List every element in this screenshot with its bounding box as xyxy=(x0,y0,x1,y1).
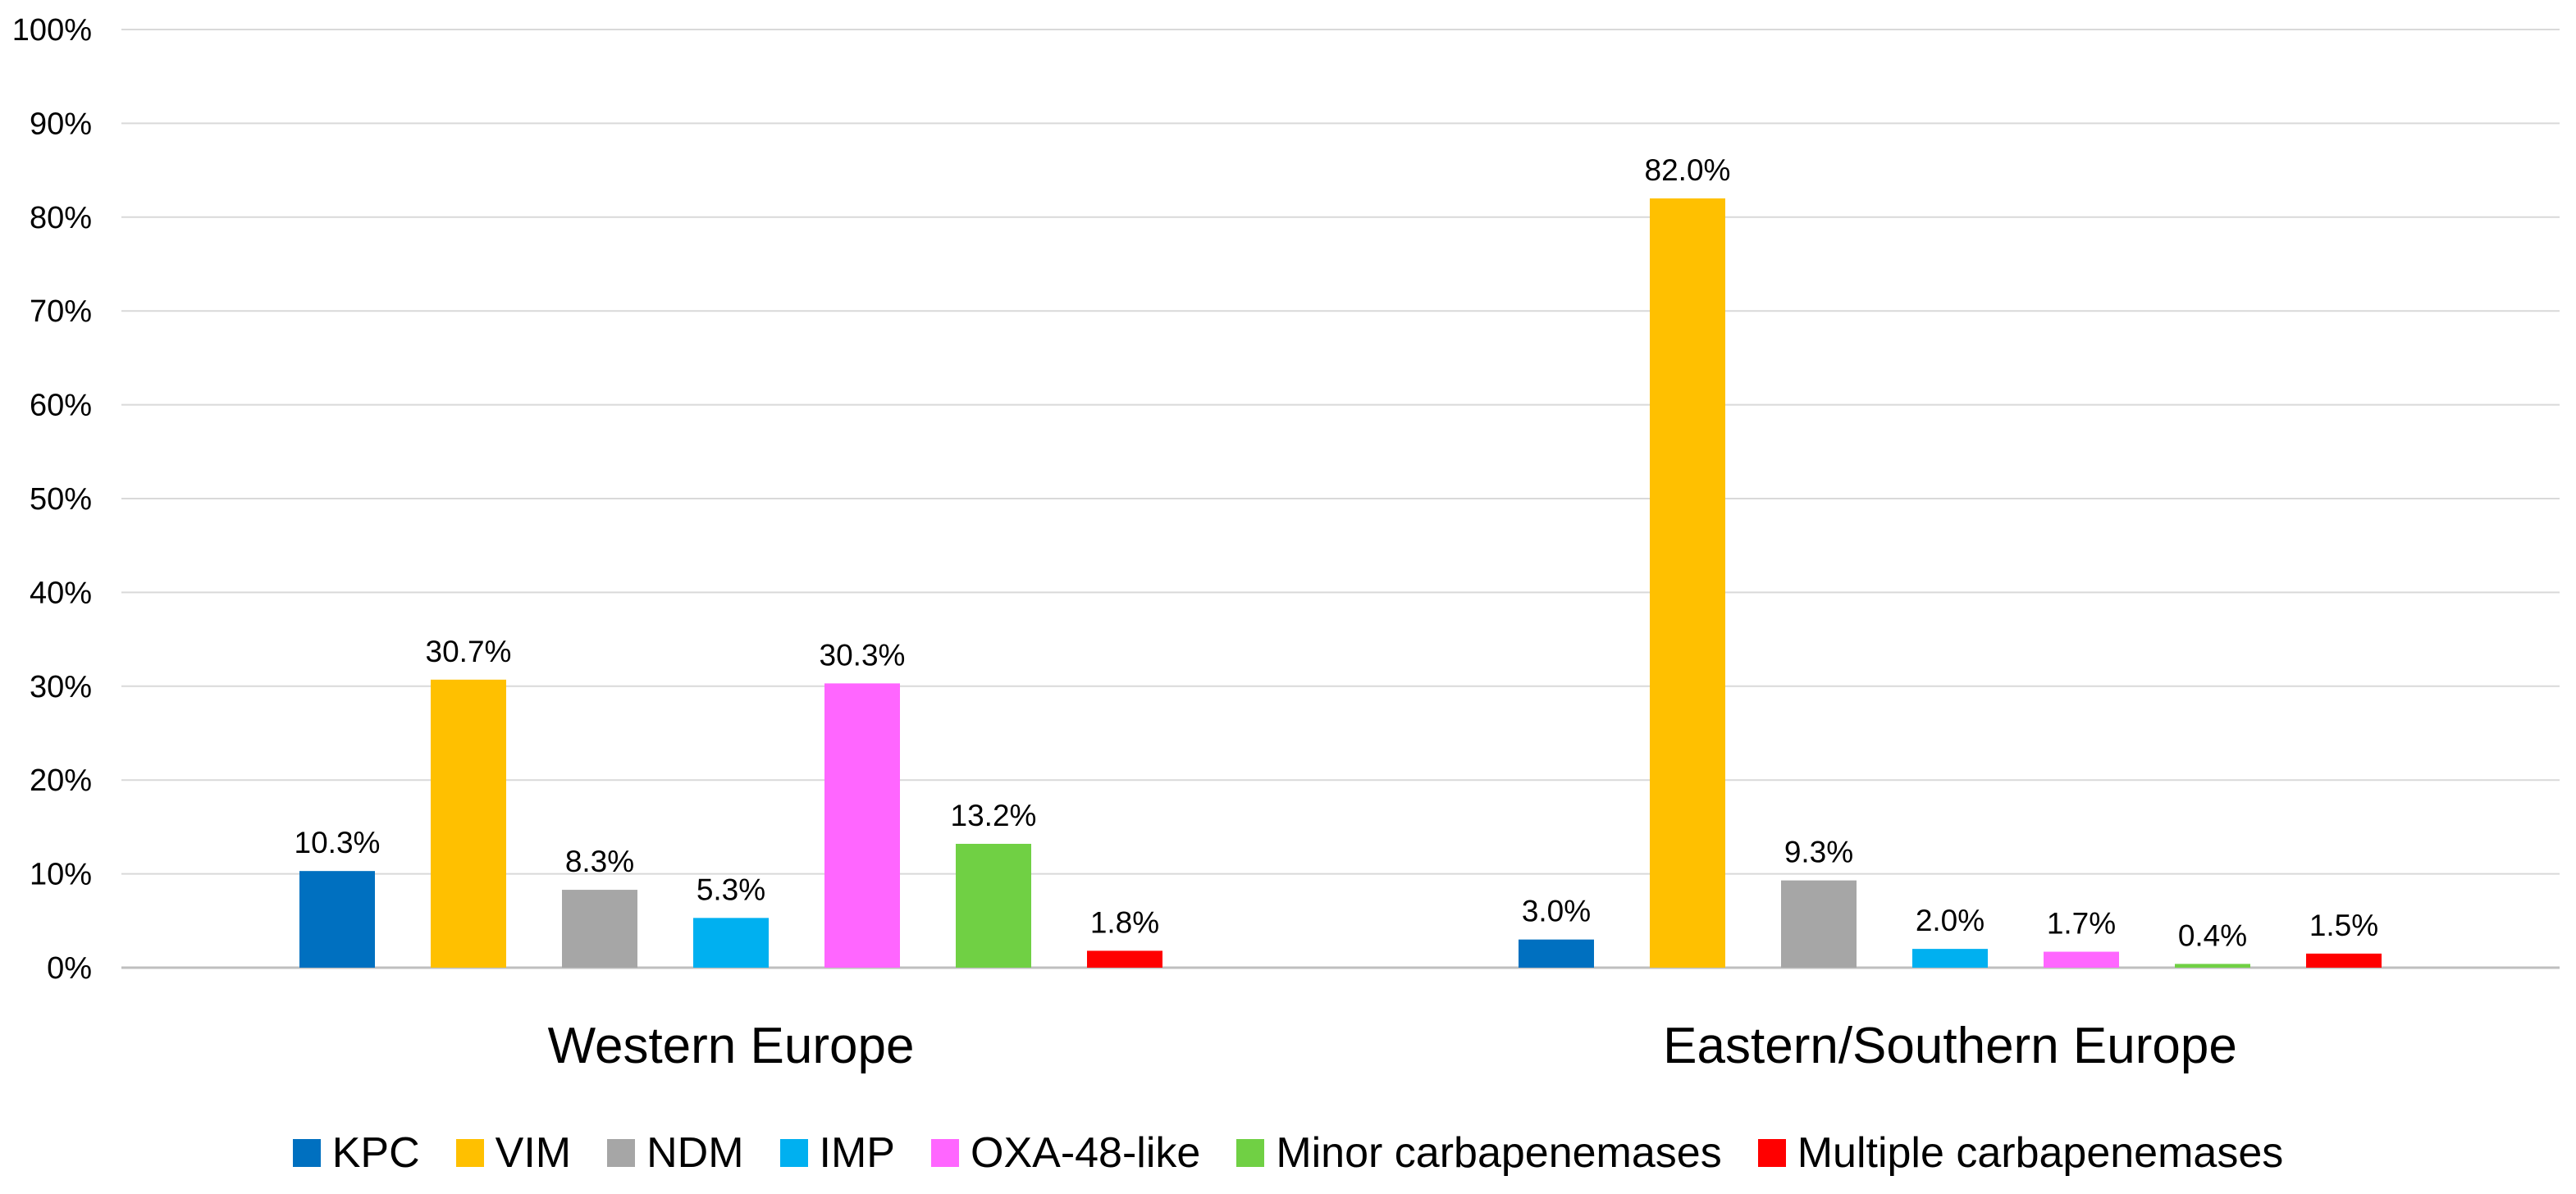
legend-label: KPC xyxy=(331,1129,420,1177)
bar-imp xyxy=(1912,949,1988,968)
legend-label: NDM xyxy=(646,1129,744,1177)
y-tick-label: 20% xyxy=(30,763,92,798)
y-tick-label: 90% xyxy=(30,107,92,141)
legend-label: IMP xyxy=(819,1129,895,1177)
y-tick-label: 80% xyxy=(30,201,92,235)
y-axis-ticks: 0% 10% 20% 30% 40% 50% 60% 70% 80% 90% 100% xyxy=(12,13,92,986)
legend-swatch xyxy=(779,1139,808,1167)
legend-item: NDM xyxy=(607,1128,744,1178)
bar-chart: 0% 10% 20% 30% 40% 50% 60% 70% 80% 90% 100% 10.3% 3… xyxy=(12,13,2560,1074)
legend-item: OXA-48-like xyxy=(931,1128,1200,1178)
legend-swatch xyxy=(292,1139,321,1167)
data-label: 82.0% xyxy=(1645,153,1731,187)
bars xyxy=(299,198,2382,968)
legend-item: VIM xyxy=(455,1128,572,1178)
data-label: 3.0% xyxy=(1522,895,1591,928)
y-tick-label: 60% xyxy=(30,389,92,423)
legend: KPC VIM NDM IMP OXA-48-like Minor carbapenema… xyxy=(0,1120,2576,1186)
data-label: 1.8% xyxy=(1090,905,1159,939)
legend-item: Multiple carbapenemases xyxy=(1757,1128,2284,1178)
bar-vim xyxy=(1650,198,1725,968)
data-label: 30.7% xyxy=(426,635,512,668)
legend-item: Minor carbapenemases xyxy=(1236,1128,1722,1178)
legend-swatch xyxy=(455,1139,484,1167)
gridlines xyxy=(121,29,2560,969)
data-label: 8.3% xyxy=(565,845,634,878)
category-label: Western Europe xyxy=(548,1018,915,1074)
bar-oxa-48-like xyxy=(2044,951,2119,968)
y-tick-label: 10% xyxy=(30,858,92,892)
data-label: 2.0% xyxy=(1916,904,1985,937)
data-label: 30.3% xyxy=(820,638,906,672)
data-label: 1.5% xyxy=(2309,909,2378,942)
legend-swatch xyxy=(1236,1139,1265,1167)
legend-item: KPC xyxy=(292,1128,420,1178)
y-tick-label: 0% xyxy=(47,951,92,986)
bar-oxa-48-like xyxy=(824,683,900,968)
bar-kpc xyxy=(299,871,375,968)
legend-label: OXA-48-like xyxy=(971,1129,1201,1177)
legend-swatch xyxy=(607,1139,636,1167)
legend-item: IMP xyxy=(779,1128,895,1178)
data-label: 9.3% xyxy=(1784,836,1853,869)
bar-vim xyxy=(431,679,506,968)
data-label: 5.3% xyxy=(697,873,765,906)
legend-label: Multiple carbapenemases xyxy=(1797,1129,2284,1177)
legend-label: VIM xyxy=(495,1129,572,1177)
y-tick-label: 30% xyxy=(30,670,92,704)
y-tick-label: 100% xyxy=(12,13,92,48)
category-label: Eastern/Southern Europe xyxy=(1663,1018,2237,1074)
data-label: 0.4% xyxy=(2178,918,2247,952)
bar-imp xyxy=(693,918,769,968)
data-label: 1.7% xyxy=(2047,907,2116,941)
y-tick-label: 50% xyxy=(30,482,92,517)
data-label: 10.3% xyxy=(295,826,381,859)
legend-swatch xyxy=(931,1139,959,1167)
bar-minor-carbapenemases xyxy=(2175,964,2250,968)
bar-ndm xyxy=(562,890,637,968)
data-labels: 10.3% 30.7% 8.3% 5.3% 30.3% 13.2% 1.8% 3.0% 82.0… xyxy=(295,153,2379,953)
category-labels: Western Europe Eastern/Southern Europe xyxy=(548,1018,2237,1074)
bar-kpc xyxy=(1519,939,1594,968)
bar-multiple-carbapenemases xyxy=(1087,950,1162,968)
legend-swatch xyxy=(1757,1139,1786,1167)
bar-minor-carbapenemases xyxy=(956,843,1031,968)
bar-multiple-carbapenemases xyxy=(2306,953,2382,968)
bar-ndm xyxy=(1781,880,1857,968)
y-tick-label: 40% xyxy=(30,576,92,610)
legend-label: Minor carbapenemases xyxy=(1276,1129,1722,1177)
data-label: 13.2% xyxy=(951,799,1037,832)
y-tick-label: 70% xyxy=(30,294,92,329)
